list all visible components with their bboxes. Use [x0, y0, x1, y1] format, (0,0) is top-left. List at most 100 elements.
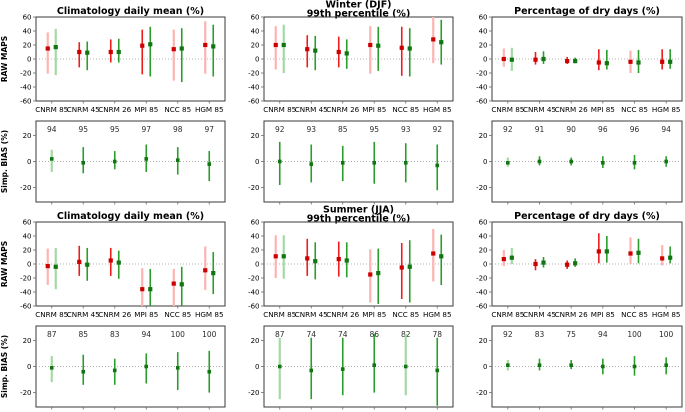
green-marker: [439, 254, 444, 259]
panel-summer-dry-bias: 20 0 -20 92 83 75 94 100 100: [476, 325, 683, 410]
y-tick-label: 20: [251, 41, 260, 49]
x-tick-label: MPI 85: [134, 310, 158, 319]
green-errorbar: [148, 268, 153, 306]
x-tick-label: CNRM 26: [98, 310, 131, 319]
y-tick-label: 0: [255, 158, 259, 166]
y-tick-label: 0: [27, 55, 31, 63]
red-errorbar: [431, 17, 436, 64]
y-tick-label: 20: [23, 41, 32, 49]
bias-score: 100: [627, 330, 642, 339]
y-tick-label: 20: [23, 246, 32, 254]
green-errorbar: [664, 357, 668, 375]
panel-winter-dry-raw: Percentage of dry days (%) 60 40 20 0 -20 -40 -…: [476, 6, 683, 114]
red-errorbar: [431, 229, 436, 282]
green-marker: [509, 255, 514, 260]
green-marker: [277, 364, 282, 369]
green-errorbar: [541, 51, 546, 64]
green-marker: [439, 40, 444, 45]
green-marker: [569, 363, 573, 367]
y-tick-label: -20: [248, 69, 259, 77]
y-tick-label: -40: [476, 288, 487, 296]
red-marker: [565, 59, 570, 64]
green-marker: [664, 159, 668, 164]
green-marker: [148, 42, 153, 47]
x-tick-label: CNRM 85: [491, 310, 524, 319]
green-errorbar: [376, 248, 381, 304]
green-errorbar: [439, 234, 444, 285]
y-tick-label: 40: [23, 27, 32, 35]
bias-score: 95: [110, 125, 120, 134]
y-tick-label: -20: [476, 184, 487, 192]
green-errorbar: [211, 24, 216, 77]
green-marker: [506, 363, 510, 367]
y-tick-label: 40: [23, 232, 32, 240]
red-marker: [77, 49, 82, 55]
green-marker: [277, 159, 282, 164]
red-errorbar: [203, 21, 208, 74]
red-marker: [273, 42, 278, 48]
green-marker: [636, 250, 641, 255]
y-tick-label: -40: [20, 83, 31, 91]
y-tick-label: 20: [251, 337, 260, 345]
green-errorbar: [179, 266, 184, 306]
green-errorbar: [506, 157, 510, 167]
green-errorbar: [668, 49, 673, 69]
y-tick-label: -20: [476, 69, 487, 77]
x-tick-label: NCC 85: [621, 310, 648, 319]
red-marker: [108, 49, 113, 55]
green-errorbar: [313, 242, 318, 280]
y-tick-label: 60: [479, 218, 488, 226]
row-label: Simp. BIAS (%): [0, 130, 9, 193]
green-marker: [407, 264, 412, 269]
x-tick-label: MPI 85: [591, 310, 615, 319]
green-marker: [53, 45, 58, 50]
green-marker: [281, 42, 286, 48]
red-errorbar: [533, 259, 538, 271]
green-marker: [372, 363, 377, 367]
green-marker: [344, 51, 349, 56]
red-errorbar: [203, 246, 208, 290]
green-errorbar: [601, 358, 605, 375]
panel-title: Percentage of dry days (%): [514, 211, 660, 222]
green-errorbar: [604, 49, 609, 70]
green-errorbar: [569, 157, 573, 166]
green-errorbar: [509, 47, 514, 71]
bias-score: 98: [173, 125, 183, 134]
green-errorbar: [604, 236, 609, 263]
green-errorbar: [340, 145, 345, 182]
green-errorbar: [435, 337, 440, 406]
green-errorbar: [569, 359, 573, 370]
red-marker: [45, 264, 50, 269]
green-errorbar: [372, 333, 377, 393]
panel-title: 99th percentile (%): [307, 214, 411, 225]
winter-raw-row: Climatology daily mean (%) 60 40 20 0 -20 -40 -…: [0, 0, 685, 118]
green-marker: [179, 46, 184, 51]
green-marker: [541, 56, 546, 62]
x-tick-label: CNRM 85: [263, 310, 296, 319]
green-marker: [148, 287, 153, 292]
y-tick-label: 20: [23, 132, 32, 140]
red-errorbar: [108, 39, 113, 63]
red-errorbar: [565, 56, 570, 64]
panel-summer-clim-bias: 20 0 -20 Simp. BIAS (%) 87 85 83 94 100 100: [0, 325, 226, 410]
green-marker: [309, 162, 314, 166]
green-marker: [313, 259, 318, 264]
y-tick-label: 20: [479, 337, 488, 345]
green-marker: [569, 159, 573, 164]
bias-score: 78: [432, 330, 442, 339]
panel-winter-p99-bias: 20 0 -20 92 93 85 95 93 92: [248, 120, 454, 205]
red-marker: [171, 47, 176, 52]
red-errorbar: [305, 238, 310, 276]
x-tick-label: CNRM 85: [263, 105, 296, 114]
y-tick-label: -20: [476, 274, 487, 282]
row-label: RAW MAPS: [0, 36, 9, 82]
green-errorbar: [281, 24, 286, 73]
bias-score: 83: [535, 330, 545, 339]
y-tick-label: 20: [479, 132, 488, 140]
green-marker: [179, 282, 184, 287]
x-tick-label: HGM 85: [423, 310, 452, 319]
x-tick-label: CNRM 26: [555, 105, 588, 114]
red-marker: [501, 257, 506, 262]
y-tick-label: 0: [255, 55, 259, 63]
x-tick-label: CNRM 85: [491, 105, 524, 114]
